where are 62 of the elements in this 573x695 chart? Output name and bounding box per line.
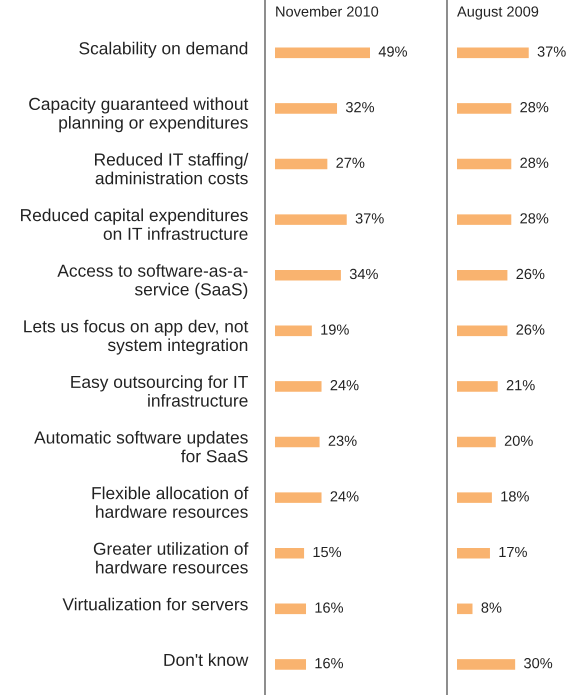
y-tick-label: Reduced IT staffing/ administration costs <box>95 152 248 184</box>
y-tick-label: Don't know <box>164 653 248 666</box>
bar <box>457 381 498 392</box>
bar <box>275 158 328 170</box>
bar <box>275 548 304 558</box>
y-tick-label: Reduced capital expenditures on IT infrastructure <box>21 208 248 240</box>
data-label: 27% <box>336 158 364 168</box>
data-label: 16% <box>315 602 344 613</box>
data-label: 23% <box>328 436 357 446</box>
bar <box>457 214 512 225</box>
data-label: 26% <box>516 268 544 280</box>
data-label: 37% <box>356 213 384 224</box>
data-label: 19% <box>321 324 349 335</box>
bar <box>275 492 322 503</box>
bar <box>275 103 338 114</box>
y-tick-label: Easy outsourcing for IT infrastructure <box>71 375 248 407</box>
bar <box>457 158 512 170</box>
data-label: 26% <box>516 324 544 335</box>
data-label: 20% <box>504 436 533 446</box>
bar <box>457 548 490 558</box>
data-label: 18% <box>501 491 529 502</box>
bar <box>275 659 306 670</box>
bar <box>275 436 320 448</box>
data-label: 28% <box>520 102 548 112</box>
bar <box>457 270 508 280</box>
data-label: 34% <box>350 268 378 280</box>
bar <box>275 604 306 614</box>
data-label: 17% <box>499 546 527 558</box>
bar <box>457 48 529 58</box>
bar <box>275 214 347 225</box>
bar <box>457 659 516 670</box>
data-label: 8% <box>481 602 502 613</box>
data-label: 28% <box>520 158 548 168</box>
data-label: 37% <box>538 46 566 57</box>
bar <box>457 103 512 114</box>
data-label: 21% <box>506 380 535 390</box>
data-label: 24% <box>330 491 359 502</box>
chart-title: November 2010 <box>276 6 378 17</box>
bar <box>275 270 341 280</box>
data-label: 16% <box>315 658 344 668</box>
y-tick-label: Scalability on demand <box>79 42 248 58</box>
y-tick-label: Lets us focus on app dev, not system integration <box>24 320 248 355</box>
bar <box>275 326 312 336</box>
data-label: 30% <box>524 658 552 668</box>
data-label: 15% <box>314 546 342 558</box>
y-tick-label: Capacity guaranteed without planning or expenditures <box>29 97 248 132</box>
data-label: 32% <box>346 102 374 112</box>
y-tick-label: Flexible allocation of hardware resources <box>92 486 248 518</box>
bar <box>457 492 492 503</box>
bar <box>275 48 370 58</box>
y-tick-label: Virtualization for servers <box>62 598 248 610</box>
data-label: 24% <box>330 380 359 390</box>
bar <box>275 381 322 392</box>
data-label: 28% <box>520 213 548 224</box>
bar <box>457 326 508 336</box>
y-tick-label: Greater utilization of hardware resources <box>94 542 248 574</box>
y-tick-label: Access to software-as-a- service (SaaS) <box>57 264 248 299</box>
y-tick-label: Automatic software updates for SaaS <box>34 430 248 462</box>
bar <box>457 604 473 614</box>
data-label: 49% <box>378 46 408 57</box>
bar <box>457 436 496 448</box>
chart-title: August 2009 <box>457 6 538 20</box>
